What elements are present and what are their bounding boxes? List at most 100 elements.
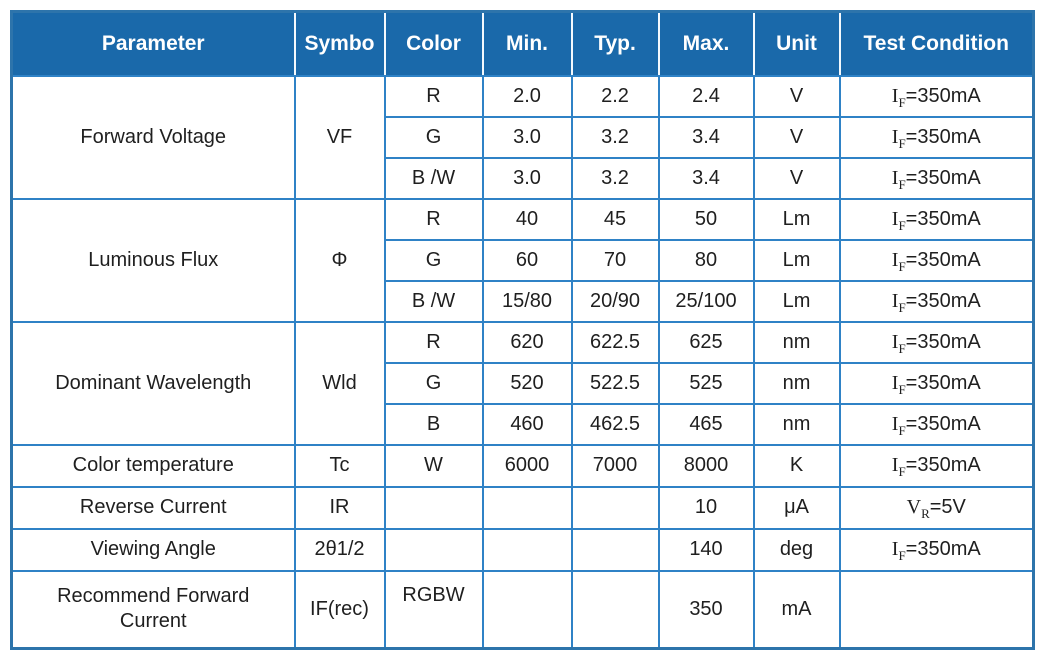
symbol-cell: Tc bbox=[293, 443, 386, 488]
min-cell: 620 bbox=[481, 320, 573, 364]
led-spec-table: Parameter Symbo Color Min. Typ. Max. Uni… bbox=[10, 10, 1035, 650]
unit-cell: Lm bbox=[752, 279, 841, 323]
parameter-cell: Dominant Wavelength bbox=[10, 320, 296, 446]
test-symbol: I bbox=[891, 207, 899, 230]
parameter-cell: Viewing Angle bbox=[10, 527, 296, 572]
max-cell: 525 bbox=[657, 361, 755, 405]
unit-cell: Lm bbox=[752, 197, 841, 241]
typ-cell: 45 bbox=[570, 197, 660, 241]
test-subscript: R bbox=[921, 506, 930, 521]
header-test-condition: Test Condition bbox=[838, 10, 1035, 77]
test-value: =350mA bbox=[905, 248, 981, 271]
color-cell: B /W bbox=[383, 279, 484, 323]
test-value: =350mA bbox=[905, 412, 981, 435]
test-symbol: I bbox=[891, 371, 899, 394]
test-subscript: F bbox=[898, 381, 906, 397]
table-row: B /W 15/80 20/90 25/100 Lm IF=350mA bbox=[12, 279, 1035, 323]
typ-cell: 3.2 bbox=[570, 156, 660, 200]
table-row: Recommend Forward Current IF(rec) RGBW 3… bbox=[10, 569, 1035, 650]
header-typ: Typ. bbox=[570, 10, 660, 77]
min-cell: 60 bbox=[481, 238, 573, 282]
header-max: Max. bbox=[657, 10, 755, 77]
unit-cell: K bbox=[752, 443, 841, 488]
color-cell: R bbox=[383, 197, 484, 241]
test-value: =350mA bbox=[905, 330, 981, 353]
typ-cell: 7000 bbox=[570, 443, 660, 488]
symbol-cell: IF(rec) bbox=[293, 569, 386, 650]
color-cell: B /W bbox=[383, 156, 484, 200]
unit-cell: deg bbox=[752, 527, 841, 572]
color-cell: W bbox=[383, 443, 484, 488]
color-cell: R bbox=[383, 74, 484, 118]
max-cell: 8000 bbox=[657, 443, 755, 488]
table-row: Forward Voltage VF R 2.0 2.2 2.4 V IF=35… bbox=[10, 74, 1035, 200]
test-symbol: I bbox=[891, 412, 899, 435]
parameter-cell: Luminous Flux bbox=[10, 197, 296, 323]
max-cell: 2.4 bbox=[657, 74, 755, 118]
typ-cell: 522.5 bbox=[570, 361, 660, 405]
header-color: Color bbox=[383, 10, 484, 77]
typ-cell bbox=[570, 569, 660, 650]
min-cell: 40 bbox=[481, 197, 573, 241]
table-row: Viewing Angle 2θ1/2 140 deg IF=350mA bbox=[10, 527, 1035, 572]
symbol-cell: 2θ1/2 bbox=[293, 527, 386, 572]
test-symbol: I bbox=[891, 289, 899, 312]
color-cell: G bbox=[383, 115, 484, 159]
typ-cell: 20/90 bbox=[570, 279, 660, 323]
typ-cell: 2.2 bbox=[570, 74, 660, 118]
test-condition-cell bbox=[838, 569, 1035, 650]
table-row: G 3.0 3.2 3.4 V IF=350mA bbox=[12, 115, 1035, 159]
test-symbol: I bbox=[891, 454, 899, 476]
typ-cell: 3.2 bbox=[570, 115, 660, 159]
parameter-cell: Recommend Forward Current bbox=[10, 569, 296, 650]
test-value: =350mA bbox=[905, 84, 981, 107]
min-cell bbox=[481, 527, 573, 572]
typ-cell bbox=[570, 485, 660, 530]
test-value: =350mA bbox=[905, 289, 981, 312]
test-subscript: F bbox=[898, 548, 906, 563]
max-cell: 140 bbox=[657, 527, 755, 572]
table-row: G 60 70 80 Lm IF=350mA bbox=[12, 238, 1035, 282]
unit-cell: nm bbox=[752, 361, 841, 405]
max-cell: 50 bbox=[657, 197, 755, 241]
min-cell: 6000 bbox=[481, 443, 573, 488]
unit-cell: V bbox=[752, 156, 841, 200]
max-cell: 25/100 bbox=[657, 279, 755, 323]
test-condition-cell: IF=350mA bbox=[838, 361, 1035, 405]
unit-cell: nm bbox=[752, 402, 841, 446]
color-cell bbox=[383, 485, 484, 530]
min-cell: 3.0 bbox=[481, 156, 573, 200]
test-symbol: V bbox=[906, 496, 922, 518]
test-condition-cell: IF=350mA bbox=[838, 279, 1035, 323]
header-min: Min. bbox=[481, 10, 573, 77]
table-row: B 460 462.5 465 nm IF=350mA bbox=[12, 402, 1035, 446]
unit-cell: nm bbox=[752, 320, 841, 364]
parameter-cell: Reverse Current bbox=[10, 485, 296, 530]
unit-cell: μA bbox=[752, 485, 841, 530]
test-symbol: I bbox=[891, 125, 899, 148]
test-value: =350mA bbox=[905, 166, 981, 189]
typ-cell bbox=[570, 527, 660, 572]
symbol-cell: Φ bbox=[293, 197, 386, 323]
parameter-cell: Forward Voltage bbox=[10, 74, 296, 200]
unit-cell: mA bbox=[752, 569, 841, 650]
max-cell: 3.4 bbox=[657, 115, 755, 159]
test-value: =350mA bbox=[905, 538, 981, 560]
test-subscript: F bbox=[898, 422, 906, 438]
test-condition-cell: IF=350mA bbox=[838, 238, 1035, 282]
min-cell bbox=[481, 569, 573, 650]
test-subscript: F bbox=[898, 94, 906, 110]
symbol-cell: VF bbox=[293, 74, 386, 200]
test-subscript: F bbox=[898, 217, 906, 233]
parameter-cell: Color temperature bbox=[10, 443, 296, 488]
typ-cell: 70 bbox=[570, 238, 660, 282]
min-cell: 2.0 bbox=[481, 74, 573, 118]
header-parameter: Parameter bbox=[10, 10, 296, 77]
color-cell bbox=[383, 527, 484, 572]
test-condition-cell: VR=5V bbox=[838, 485, 1035, 530]
test-condition-cell: IF=350mA bbox=[838, 115, 1035, 159]
test-condition-cell: IF=350mA bbox=[838, 74, 1035, 118]
table-row: Luminous Flux Φ R 40 45 50 Lm IF=350mA bbox=[10, 197, 1035, 323]
max-cell: 10 bbox=[657, 485, 755, 530]
